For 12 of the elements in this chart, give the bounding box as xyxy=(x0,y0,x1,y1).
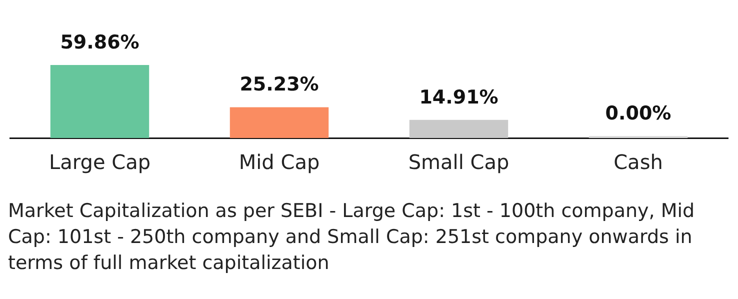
data-label: 0.00% xyxy=(605,102,672,124)
x-tick-label: Mid Cap xyxy=(238,150,320,174)
bar xyxy=(50,65,150,138)
data-label: 59.86% xyxy=(60,31,140,54)
data-label: 14.91% xyxy=(419,86,498,108)
bar xyxy=(409,120,508,138)
bar xyxy=(230,107,329,138)
data-label: 25.23% xyxy=(240,74,319,96)
x-tick-label: Large Cap xyxy=(48,150,151,174)
x-tick-label: Small Cap xyxy=(408,150,510,174)
text: Market Capitalization as per SEBI - Large Cap: 1st - 100th company, Mid Cap: 101st - 250th company and Small Cap: 251st company onwards in terms of full market capitalization xyxy=(8,199,696,276)
x-tick-label: Cash xyxy=(614,150,663,174)
